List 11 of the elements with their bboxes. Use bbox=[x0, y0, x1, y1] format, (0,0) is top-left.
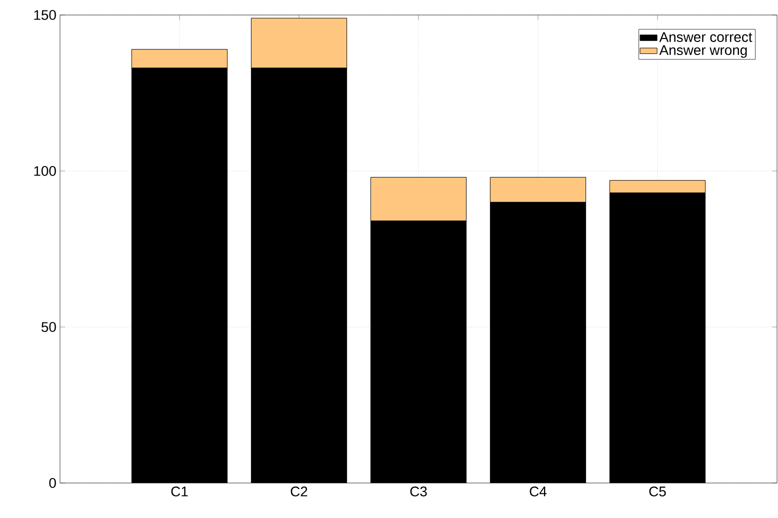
x-tick-label: C3 bbox=[410, 486, 427, 496]
legend-label: Answer wrong bbox=[659, 45, 747, 58]
x-tick-label: C5 bbox=[649, 486, 666, 496]
y-tick-label: 100 bbox=[34, 166, 56, 176]
y-tick-label: 50 bbox=[42, 322, 56, 332]
y-tick-label: 0 bbox=[49, 478, 56, 488]
legend-label: Answer correct bbox=[659, 32, 752, 42]
x-tick-label: C4 bbox=[530, 486, 547, 496]
x-tick-label: C1 bbox=[171, 486, 188, 496]
x-tick-label: C2 bbox=[290, 486, 308, 496]
y-tick-label: 150 bbox=[34, 10, 56, 20]
